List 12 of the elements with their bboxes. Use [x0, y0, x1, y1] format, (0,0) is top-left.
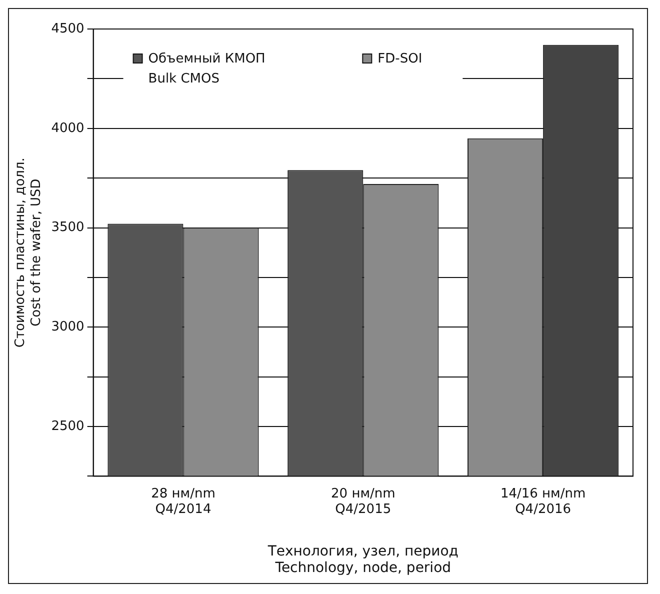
y-tick-label: 3500 [51, 220, 84, 236]
legend-label: FD-SOI [378, 51, 422, 66]
y-tick-label: 3000 [51, 320, 84, 335]
x-tick-label: 14/16 нм/nm Q4/2016 [500, 486, 586, 517]
x-axis-title: Технология, узел, период Technology, node, period [266, 543, 458, 576]
y-tick-label: 2500 [51, 418, 84, 434]
y-tick-label: 4000 [51, 120, 84, 136]
x-tick-label: 20 нм/nm Q4/2015 [331, 486, 396, 517]
y-axis-title: Стоимость пластины, долл. Cost of the wafer, USD [13, 158, 44, 348]
legend-label: Объемный КМОП Bulk CMOS [148, 51, 266, 86]
x-tick-label: 28 нм/nm Q4/2014 [151, 486, 216, 517]
y-tick-label: 4500 [51, 21, 84, 36]
